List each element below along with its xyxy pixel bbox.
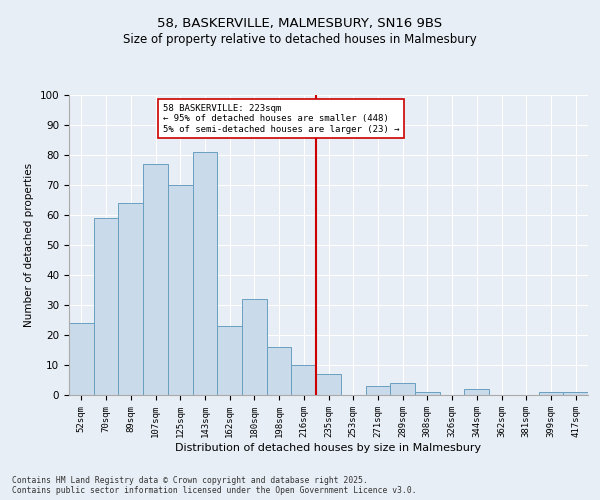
Bar — [143, 164, 168, 395]
Bar — [168, 185, 193, 395]
Bar — [292, 365, 316, 395]
Bar — [390, 383, 415, 395]
Bar — [267, 347, 292, 395]
Text: Contains HM Land Registry data © Crown copyright and database right 2025.
Contai: Contains HM Land Registry data © Crown c… — [12, 476, 416, 495]
Text: 58, BASKERVILLE, MALMESBURY, SN16 9BS: 58, BASKERVILLE, MALMESBURY, SN16 9BS — [157, 18, 443, 30]
Bar — [118, 203, 143, 395]
Bar — [242, 299, 267, 395]
Bar — [365, 386, 390, 395]
X-axis label: Distribution of detached houses by size in Malmesbury: Distribution of detached houses by size … — [175, 442, 482, 452]
Bar — [563, 392, 588, 395]
Text: Size of property relative to detached houses in Malmesbury: Size of property relative to detached ho… — [123, 32, 477, 46]
Bar — [316, 374, 341, 395]
Bar — [193, 152, 217, 395]
Bar — [415, 392, 440, 395]
Bar — [69, 323, 94, 395]
Bar — [94, 218, 118, 395]
Bar — [464, 389, 489, 395]
Bar — [539, 392, 563, 395]
Text: 58 BASKERVILLE: 223sqm
← 95% of detached houses are smaller (448)
5% of semi-det: 58 BASKERVILLE: 223sqm ← 95% of detached… — [163, 104, 400, 134]
Bar — [217, 326, 242, 395]
Y-axis label: Number of detached properties: Number of detached properties — [24, 163, 34, 327]
